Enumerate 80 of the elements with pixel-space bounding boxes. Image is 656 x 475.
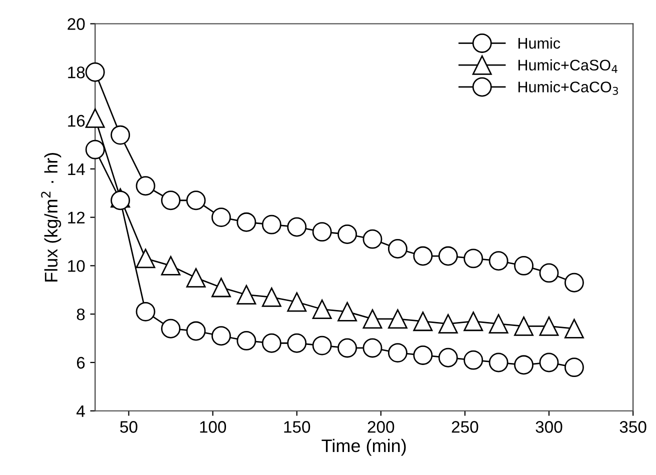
point: [85, 108, 105, 128]
y-tick-label: 18: [68, 66, 85, 78]
x-tick-label: 150: [284, 421, 310, 433]
point: [312, 300, 332, 319]
point: [186, 268, 206, 288]
point: [488, 314, 508, 334]
point: [262, 214, 282, 234]
point: [211, 326, 231, 346]
point: [211, 278, 231, 298]
x-tick-label: 100: [200, 421, 226, 433]
point: [438, 246, 458, 266]
point: [136, 302, 156, 322]
x-tick-label: 50: [120, 421, 138, 433]
point: [564, 358, 584, 378]
point: [110, 125, 130, 145]
point: [287, 292, 307, 312]
point: [362, 229, 382, 249]
x-tick-label: 250: [452, 421, 478, 433]
point: [287, 333, 307, 353]
point: [464, 350, 484, 370]
point: [236, 212, 256, 232]
point: [85, 62, 105, 82]
point: [464, 248, 484, 268]
y-axis-title: Flux (kg/m$^{2}$ · hr): [41, 152, 62, 282]
point: [136, 248, 156, 268]
point: [564, 318, 584, 338]
point: [564, 272, 584, 292]
point: [438, 348, 458, 368]
legend-label: Humic+CaCO$_{3}$: [518, 81, 618, 95]
y-tick-label: 10: [68, 260, 85, 272]
point: [539, 263, 559, 283]
point: [488, 251, 508, 271]
point: [338, 338, 357, 358]
point: [362, 338, 382, 358]
point: [338, 224, 357, 244]
point: [488, 352, 508, 372]
point: [539, 316, 559, 336]
point: [539, 352, 559, 372]
y-tick-label: 8: [76, 308, 85, 320]
point: [338, 302, 357, 322]
point: [464, 312, 484, 332]
y-tick-label: 6: [76, 356, 85, 369]
point: [186, 321, 206, 341]
point: [388, 239, 408, 258]
y-tick-label: 16: [68, 114, 85, 127]
x-axis-title: Time (min): [322, 438, 406, 456]
x-tick-label: 300: [536, 421, 562, 433]
point: [514, 256, 534, 276]
point: [514, 316, 534, 336]
point: [312, 222, 332, 242]
y-tick-label: 12: [68, 212, 85, 224]
point: [211, 208, 231, 228]
x-tick-label: 350: [620, 421, 646, 433]
point: [413, 312, 433, 332]
y-tick-label: 4: [76, 405, 85, 417]
point: [388, 343, 408, 363]
point: [413, 346, 433, 365]
point: [236, 285, 256, 304]
legend-label: Humic: [518, 38, 560, 49]
point: [186, 190, 206, 210]
point: [262, 287, 282, 307]
point: [236, 330, 256, 350]
point: [312, 336, 332, 356]
point: [287, 217, 307, 237]
legend-label: Humic+CaSO$_{4}$: [518, 59, 618, 73]
point: [161, 318, 180, 338]
y-tick-label: 20: [68, 18, 85, 30]
point: [110, 190, 130, 210]
point: [161, 190, 180, 210]
point: [514, 355, 534, 375]
point: [262, 333, 282, 353]
point: [388, 309, 408, 329]
point: [438, 314, 458, 334]
point: [136, 176, 156, 196]
point: [161, 256, 180, 276]
point: [413, 246, 433, 266]
point: [362, 309, 382, 329]
y-tick-label: 14: [68, 163, 85, 175]
x-tick-label: 200: [368, 421, 394, 433]
point: [85, 140, 105, 160]
